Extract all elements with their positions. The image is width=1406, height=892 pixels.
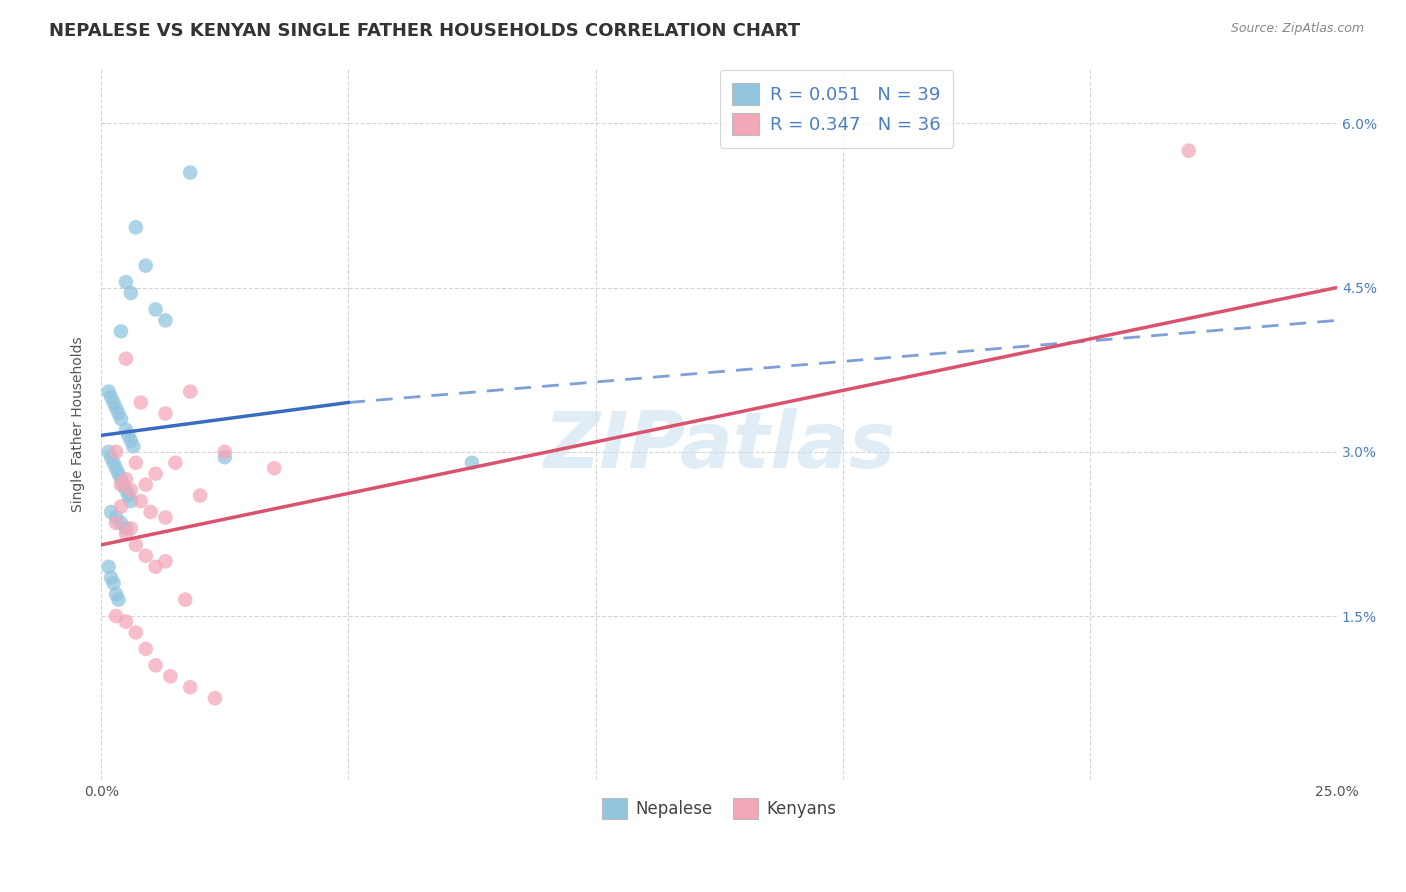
Point [145, 467, 167, 481]
Point [107, 592, 129, 607]
Point [105, 516, 128, 530]
Point [97, 384, 120, 399]
Point [155, 510, 177, 524]
Point [110, 472, 132, 486]
Point [105, 444, 128, 458]
Point [107, 407, 129, 421]
Point [125, 220, 148, 235]
Point [115, 615, 138, 629]
Point [120, 521, 142, 535]
Point [103, 576, 125, 591]
Point [129, 395, 152, 409]
Point [115, 527, 138, 541]
Point [110, 500, 132, 514]
Point [115, 483, 138, 497]
Point [159, 669, 181, 683]
Point [155, 554, 177, 568]
Point [165, 456, 187, 470]
Point [125, 538, 148, 552]
Point [214, 444, 236, 458]
Point [461, 456, 484, 470]
Point [117, 489, 139, 503]
Point [135, 549, 157, 563]
Legend: Nepalese, Kenyans: Nepalese, Kenyans [596, 792, 842, 825]
Point [105, 510, 128, 524]
Point [174, 592, 197, 607]
Point [110, 324, 132, 338]
Point [125, 625, 148, 640]
Point [115, 275, 138, 289]
Point [120, 434, 142, 448]
Point [1177, 144, 1199, 158]
Point [100, 390, 122, 404]
Point [125, 456, 148, 470]
Point [120, 285, 142, 300]
Point [120, 494, 142, 508]
Point [105, 401, 128, 415]
Point [105, 609, 128, 624]
Point [100, 571, 122, 585]
Point [214, 450, 236, 465]
Point [112, 477, 135, 491]
Y-axis label: Single Father Households: Single Father Households [72, 336, 86, 512]
Point [107, 467, 129, 481]
Point [115, 472, 138, 486]
Point [135, 259, 157, 273]
Point [179, 680, 201, 694]
Point [135, 477, 157, 491]
Point [103, 456, 125, 470]
Point [204, 691, 226, 706]
Point [115, 351, 138, 366]
Point [105, 587, 128, 601]
Point [100, 505, 122, 519]
Point [263, 461, 285, 475]
Text: ZIPatlas: ZIPatlas [543, 408, 896, 483]
Point [110, 516, 132, 530]
Point [135, 641, 157, 656]
Point [110, 477, 132, 491]
Point [188, 489, 211, 503]
Point [120, 483, 142, 497]
Point [100, 450, 122, 465]
Point [145, 658, 167, 673]
Point [97, 559, 120, 574]
Point [145, 559, 167, 574]
Point [129, 494, 152, 508]
Point [155, 313, 177, 327]
Point [103, 395, 125, 409]
Point [105, 461, 128, 475]
Point [110, 412, 132, 426]
Point [179, 384, 201, 399]
Point [179, 165, 201, 179]
Point [145, 302, 167, 317]
Point [122, 439, 145, 453]
Text: NEPALESE VS KENYAN SINGLE FATHER HOUSEHOLDS CORRELATION CHART: NEPALESE VS KENYAN SINGLE FATHER HOUSEHO… [49, 22, 800, 40]
Point [155, 407, 177, 421]
Point [139, 505, 162, 519]
Point [115, 423, 138, 437]
Text: Source: ZipAtlas.com: Source: ZipAtlas.com [1230, 22, 1364, 36]
Point [115, 521, 138, 535]
Point [117, 428, 139, 442]
Point [97, 444, 120, 458]
